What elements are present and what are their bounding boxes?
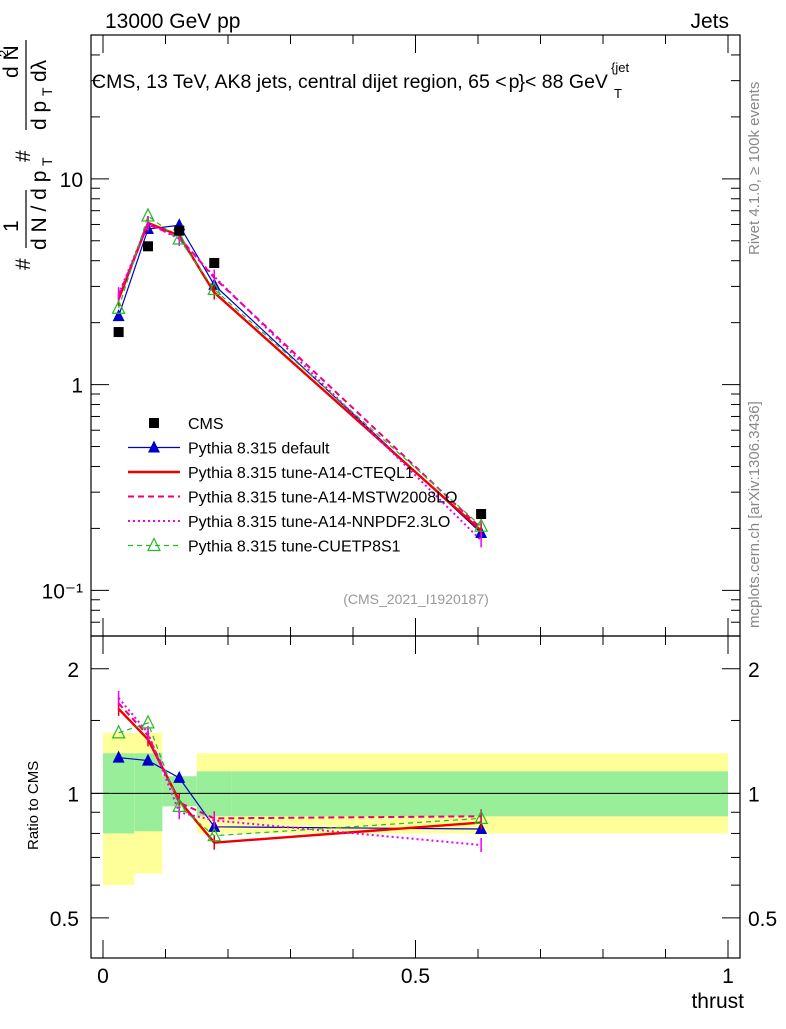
ratio-point-0 bbox=[112, 750, 125, 763]
x-axis-label: thrust bbox=[691, 990, 744, 1013]
data-point bbox=[476, 508, 487, 519]
series-point-4 bbox=[111, 299, 126, 314]
ratio-y-tick-label-right: 0.5 bbox=[748, 908, 777, 931]
ratio-y-tick-label: 1 bbox=[67, 783, 79, 806]
title-pre: CMS, 13 TeV, AK8 jets, central dijet reg… bbox=[92, 71, 507, 93]
y-tick-label: 10⁻¹ bbox=[42, 580, 83, 603]
inner-band-bin bbox=[231, 771, 728, 817]
y-label-sub2: T bbox=[39, 87, 55, 96]
x-tick-label: 0.5 bbox=[401, 965, 430, 988]
data-point bbox=[143, 241, 153, 252]
title-post: < 88 GeV bbox=[525, 71, 608, 93]
ratio-y-tick-label: 2 bbox=[67, 659, 79, 682]
legend-label-0: Pythia 8.315 default bbox=[188, 441, 330, 458]
y-tick-label: 1 bbox=[71, 375, 83, 398]
ratio-y-tick-label: 0.5 bbox=[50, 908, 79, 931]
legend-label-3: Pythia 8.315 tune-A14-NNPDF2.3LO bbox=[188, 514, 450, 531]
series-point-4 bbox=[141, 207, 155, 222]
data-point bbox=[174, 225, 185, 236]
title-sup: {jet bbox=[611, 60, 629, 75]
y-axis-label-ratio: Ratio to CMS bbox=[25, 761, 42, 850]
legend-label-4: Pythia 8.315 tune-CUETP8S1 bbox=[188, 539, 401, 556]
ratio-line-4 bbox=[118, 722, 482, 837]
ratio-point-4 bbox=[111, 724, 126, 739]
title-p: p bbox=[509, 71, 520, 93]
title-brace: } bbox=[518, 71, 525, 93]
mcplots-label: mcplots.cern.ch [arXiv:1306.3436] bbox=[746, 401, 763, 628]
ratio-point-4 bbox=[172, 798, 187, 812]
legend-label-data: CMS bbox=[188, 416, 224, 433]
ratio-line-2 bbox=[117, 702, 482, 820]
y-label-one: 1 bbox=[0, 220, 23, 232]
y-axis-label-main: # 1 d N / d p T # d N 2 d p T dλ bbox=[0, 40, 55, 270]
series-point-4 bbox=[172, 230, 187, 245]
data-point bbox=[113, 327, 124, 338]
x-tick-label: 0 bbox=[97, 965, 109, 988]
legend-marker-0 bbox=[148, 440, 160, 453]
y-tick-label: 10 bbox=[60, 169, 83, 192]
legend-label-1: Pythia 8.315 tune-A14-CTEQL1 bbox=[188, 465, 414, 482]
data-point bbox=[209, 257, 220, 268]
ratio-point-0 bbox=[142, 753, 154, 766]
inner-band-bin bbox=[196, 771, 232, 817]
header-right: Jets bbox=[690, 10, 729, 33]
chart-title: CMS, 13 TeV, AK8 jets, central dijet reg… bbox=[92, 71, 608, 93]
ratio-y-tick-label-right: 1 bbox=[748, 783, 760, 806]
series-line-0 bbox=[118, 224, 482, 534]
legend-marker-4 bbox=[147, 537, 161, 552]
legend-marker-data bbox=[149, 418, 159, 428]
ratio-y-tick-label-right: 2 bbox=[748, 659, 760, 682]
ratio-point-4 bbox=[141, 714, 155, 729]
x-tick-label: 1 bbox=[722, 965, 734, 988]
header-left: 13000 GeV pp bbox=[105, 10, 240, 33]
analysis-id: (CMS_2021_I1920187) bbox=[343, 591, 489, 607]
title-sub: T bbox=[614, 86, 622, 101]
y-label-hash2: # bbox=[12, 150, 35, 162]
y-label-num: d N bbox=[0, 45, 23, 78]
y-label-hash1: # bbox=[12, 258, 35, 270]
ratio-point-4 bbox=[207, 827, 222, 842]
series-line-4 bbox=[118, 214, 482, 527]
rivet-label: Rivet 4.1.0, ≥ 100k events bbox=[746, 82, 763, 255]
y-label-sub1: T bbox=[39, 157, 55, 166]
series-point-4 bbox=[474, 517, 489, 532]
ratio-point-0 bbox=[173, 770, 186, 783]
y-label-lambda: dλ bbox=[28, 59, 51, 82]
series-line-1 bbox=[117, 221, 482, 532]
y-label-denom2: d p bbox=[28, 101, 51, 130]
series-point-4 bbox=[207, 281, 222, 296]
y-label-sup: 2 bbox=[0, 50, 11, 57]
legend-label-2: Pythia 8.315 tune-A14-MSTW2008LO bbox=[188, 490, 457, 507]
y-label-denom1: d N / d p bbox=[28, 171, 51, 250]
ratio-point-4 bbox=[474, 810, 489, 824]
series-point-0 bbox=[112, 309, 125, 322]
